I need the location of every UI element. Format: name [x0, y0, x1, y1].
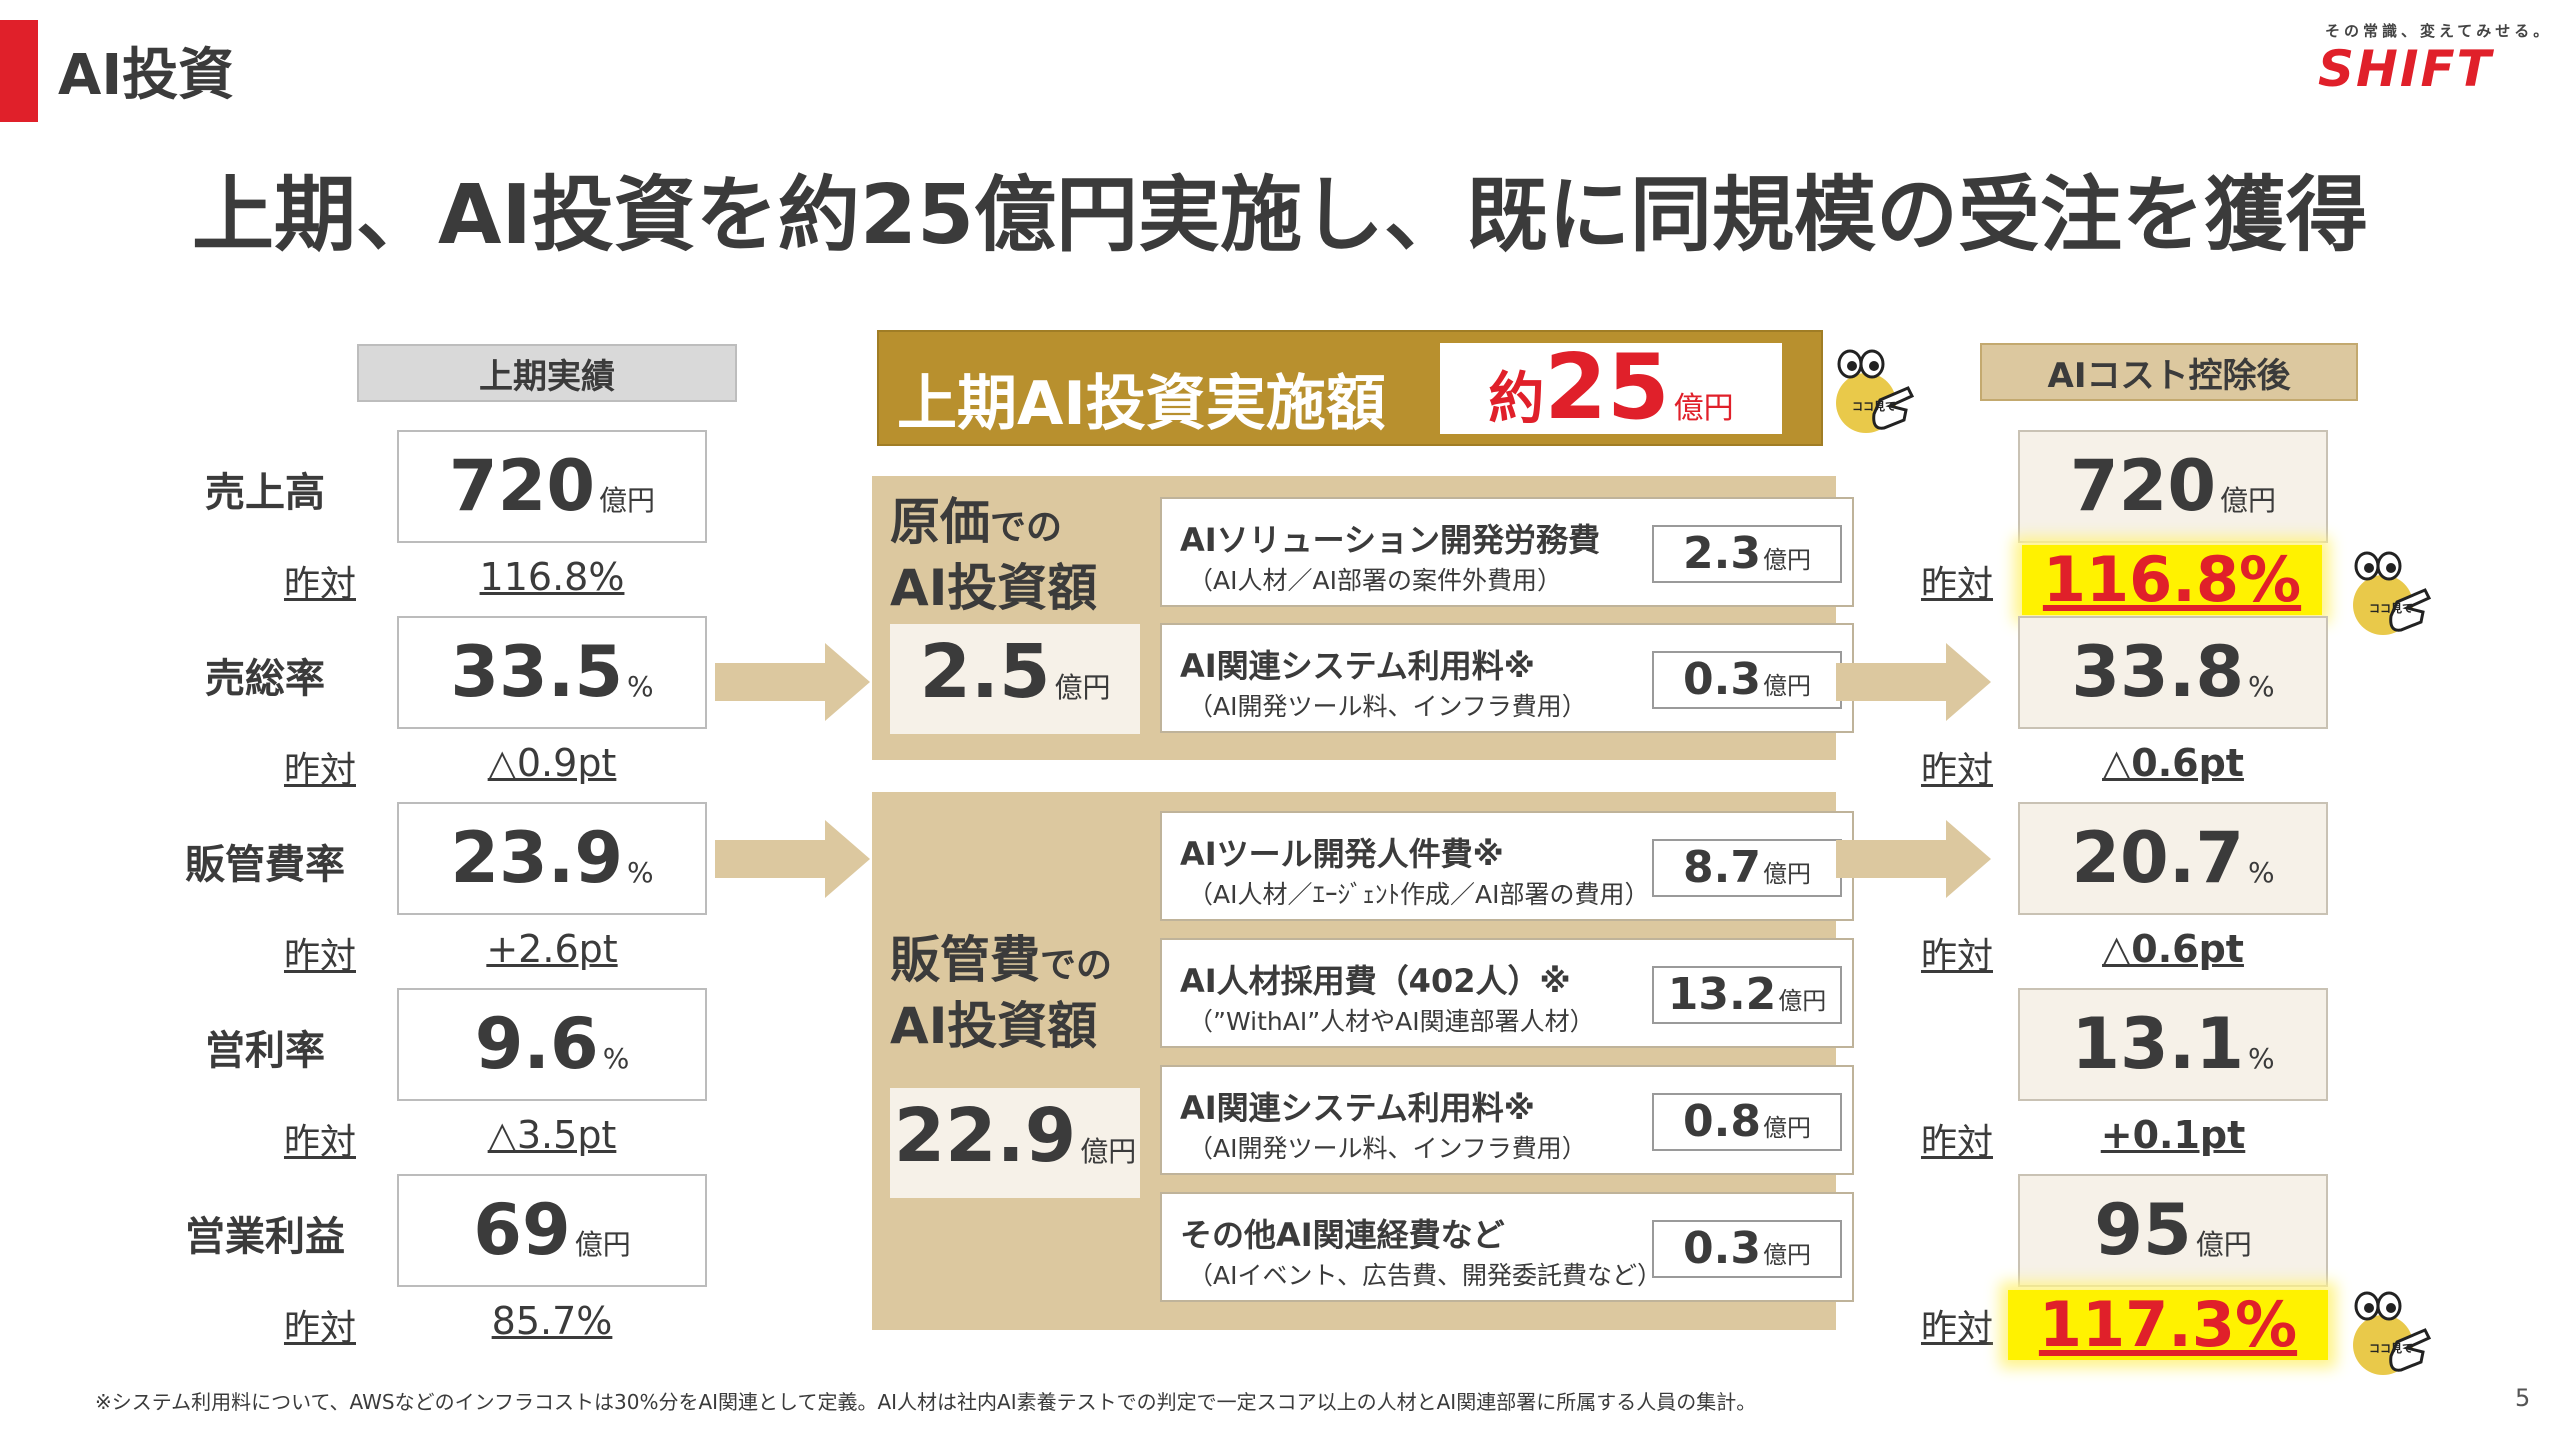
left-value-sga-ratio: 23.9% [397, 802, 707, 915]
cost-panel-total: 2.5 億円 [890, 624, 1140, 734]
shift-logo: SHIFT [2318, 40, 2493, 98]
item-value: 0.3 億円 [1652, 651, 1842, 709]
left-yoy-operating-margin: △3.5pt [487, 1113, 617, 1157]
look-here-mascot-icon: ココ見て [1836, 349, 1914, 433]
row-label-operating-margin: 営利率 [205, 1028, 325, 1074]
yoy-label: 昨対 [283, 936, 356, 977]
arrow-right-icon [715, 643, 870, 721]
right-yoy-sales-highlight: 116.8% [2022, 545, 2322, 615]
item-value: 0.8 億円 [1652, 1093, 1842, 1151]
right-yoy-operating-margin: +0.1pt [2100, 1113, 2246, 1157]
row-label-gross-margin: 売総率 [205, 656, 325, 702]
look-here-mascot-icon: ココ見て [2353, 1291, 2431, 1375]
page-headline: 上期、AI投資を約25億円実施し、既に同規模の受注を獲得 [191, 168, 2369, 263]
yoy-label: 昨対 [1920, 564, 1993, 605]
cost-item-system: AI関連システム利用料※ （AI開発ツール料、インフラ費用） 0.3 億円 [1160, 623, 1854, 733]
arrow-right-icon [1836, 643, 1991, 721]
sga-panel-title: 販管費での AI投資額 [890, 931, 1113, 1055]
right-value-gross-margin: 33.8% [2018, 616, 2328, 729]
page-number: 5 [2515, 1384, 2531, 1412]
right-value-operating-margin: 13.1% [2018, 988, 2328, 1101]
right-value-operating-profit: 95 億円 [2018, 1174, 2328, 1287]
look-here-mascot-icon: ココ見て [2353, 551, 2431, 635]
left-yoy-gross-margin: △0.9pt [487, 741, 617, 785]
right-value-sales: 720 億円 [2018, 430, 2328, 543]
banner-amount: 約 25 億円 [1440, 343, 1782, 434]
sga-item-tool-dev: AIツール開発人件費※ （AI人材／ｴｰｼﾞｪﾝﾄ作成／AI部署の費用） 8.7… [1160, 811, 1854, 921]
sga-item-hiring: AI人材採用費（402人）※ （”WithAI”人材やAI関連部署人材） 13.… [1160, 938, 1854, 1048]
cost-item-labor: AIソリューション開発労務費 （AI人材／AI部署の案件外費用） 2.3 億円 [1160, 497, 1854, 607]
yoy-label: 昨対 [1920, 1122, 1993, 1163]
left-yoy-sales: 116.8% [479, 555, 625, 599]
item-value: 13.2 億円 [1652, 966, 1842, 1024]
left-column-header: 上期実績 [357, 344, 737, 402]
left-yoy-sga-ratio: +2.6pt [486, 927, 618, 971]
row-label-operating-profit: 営業利益 [185, 1214, 345, 1260]
left-value-operating-profit: 69 億円 [397, 1174, 707, 1287]
banner-title: 上期AI投資実施額 [897, 369, 1386, 439]
section-title: AI投資 [58, 43, 235, 108]
arrow-right-icon [715, 820, 870, 898]
brand-tagline: その常識、変えてみせる。 [2325, 22, 2553, 40]
row-label-sales: 売上高 [205, 470, 325, 516]
item-value: 8.7 億円 [1652, 839, 1842, 897]
svg-text:ココ見て: ココ見て [2369, 1342, 2413, 1355]
left-value-operating-margin: 9.6% [397, 988, 707, 1101]
yoy-label: 昨対 [283, 750, 356, 791]
right-yoy-operating-profit-highlight: 117.3% [2008, 1290, 2328, 1360]
right-column-header: AIコスト控除後 [1980, 343, 2358, 401]
left-value-gross-margin: 33.5% [397, 616, 707, 729]
item-value: 0.3 億円 [1652, 1220, 1842, 1278]
footnote: ※システム利用料について、AWSなどのインフラコストは30%分をAI関連として定… [95, 1390, 1757, 1414]
item-value: 2.3 億円 [1652, 525, 1842, 583]
right-yoy-gross-margin: △0.6pt [2102, 741, 2244, 785]
yoy-label: 昨対 [283, 1122, 356, 1163]
row-label-sga-ratio: 販管費率 [185, 842, 345, 888]
yoy-label: 昨対 [1920, 936, 1993, 977]
left-yoy-operating-profit: 85.7% [491, 1299, 613, 1343]
sga-panel-total: 22.9 億円 [890, 1088, 1140, 1198]
right-yoy-sga-ratio: △0.6pt [2102, 927, 2244, 971]
yoy-label: 昨対 [283, 1308, 356, 1349]
section-accent-bar [0, 20, 38, 122]
yoy-label: 昨対 [1920, 1308, 1993, 1349]
right-value-sga-ratio: 20.7% [2018, 802, 2328, 915]
sga-item-other: その他AI関連経費など （AIイベント、広告費、開発委託費など） 0.3 億円 [1160, 1192, 1854, 1302]
svg-text:ココ見て: ココ見て [1852, 400, 1896, 413]
yoy-label: 昨対 [1920, 750, 1993, 791]
cost-panel-title: 原価での AI投資額 [890, 493, 1098, 617]
svg-text:ココ見て: ココ見て [2369, 602, 2413, 615]
sga-item-system: AI関連システム利用料※ （AI開発ツール料、インフラ費用） 0.8 億円 [1160, 1065, 1854, 1175]
left-value-sales: 720 億円 [397, 430, 707, 543]
yoy-label: 昨対 [283, 564, 356, 605]
arrow-right-icon [1836, 820, 1991, 898]
